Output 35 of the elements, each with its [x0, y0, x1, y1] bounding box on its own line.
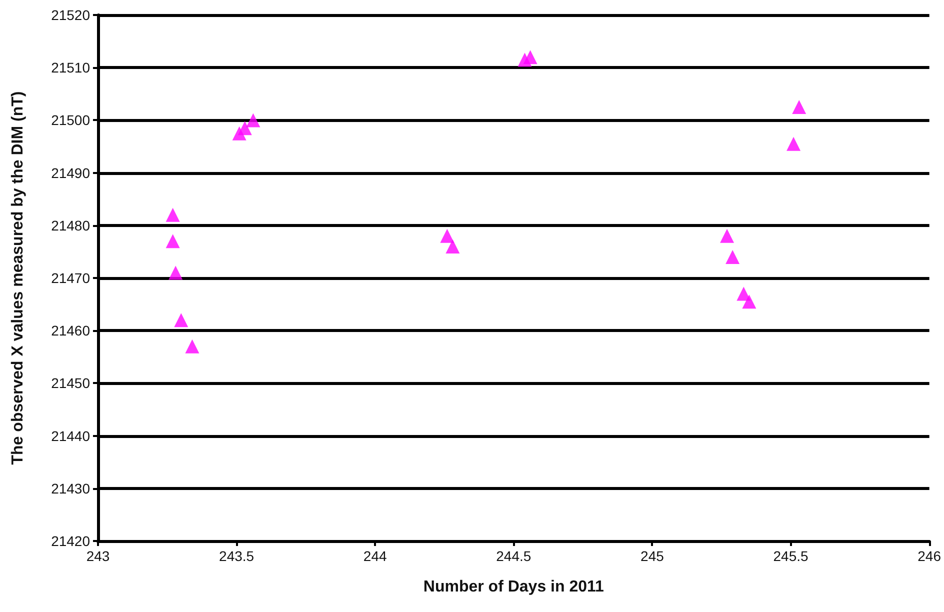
- y-tick-label: 21480: [51, 217, 90, 234]
- point: [185, 339, 200, 354]
- y-tick-label: 21450: [51, 375, 90, 392]
- x-tick-label: 243.5: [219, 548, 254, 564]
- point: [523, 50, 538, 64]
- x-tick-label: 244.5: [496, 548, 532, 564]
- y-axis-title: The observed X values measured by the DIM (nT): [10, 91, 26, 465]
- point: [246, 113, 260, 128]
- point: [726, 250, 740, 264]
- y-tick-label: 21470: [51, 270, 90, 286]
- point: [166, 208, 180, 222]
- y-tick-label: 21520: [51, 7, 90, 23]
- point: [238, 121, 252, 136]
- x-tick-label: 244: [363, 548, 387, 564]
- point: [446, 239, 460, 254]
- x-tick-label: 246: [918, 548, 942, 564]
- y-tick-label: 21500: [51, 112, 90, 128]
- x-axis-title: Number of Days in 2011: [423, 578, 604, 596]
- point: [440, 228, 454, 243]
- y-tick-label: 21510: [51, 60, 90, 76]
- x-tick-label: 243: [86, 548, 110, 564]
- y-tick-label: 21420: [51, 533, 90, 549]
- point: [720, 228, 734, 243]
- point: [168, 266, 183, 280]
- x-tick-label: 245.5: [773, 548, 808, 564]
- point: [792, 100, 806, 114]
- point: [786, 136, 801, 151]
- y-tick-label: 21440: [51, 428, 90, 444]
- point: [174, 313, 188, 328]
- x-tick-label: 245: [640, 548, 664, 564]
- point: [166, 234, 180, 248]
- y-tick-label: 21490: [51, 164, 90, 181]
- y-tick-label: 21430: [51, 480, 90, 496]
- point: [742, 294, 756, 309]
- y-tick-label: 21460: [51, 322, 90, 339]
